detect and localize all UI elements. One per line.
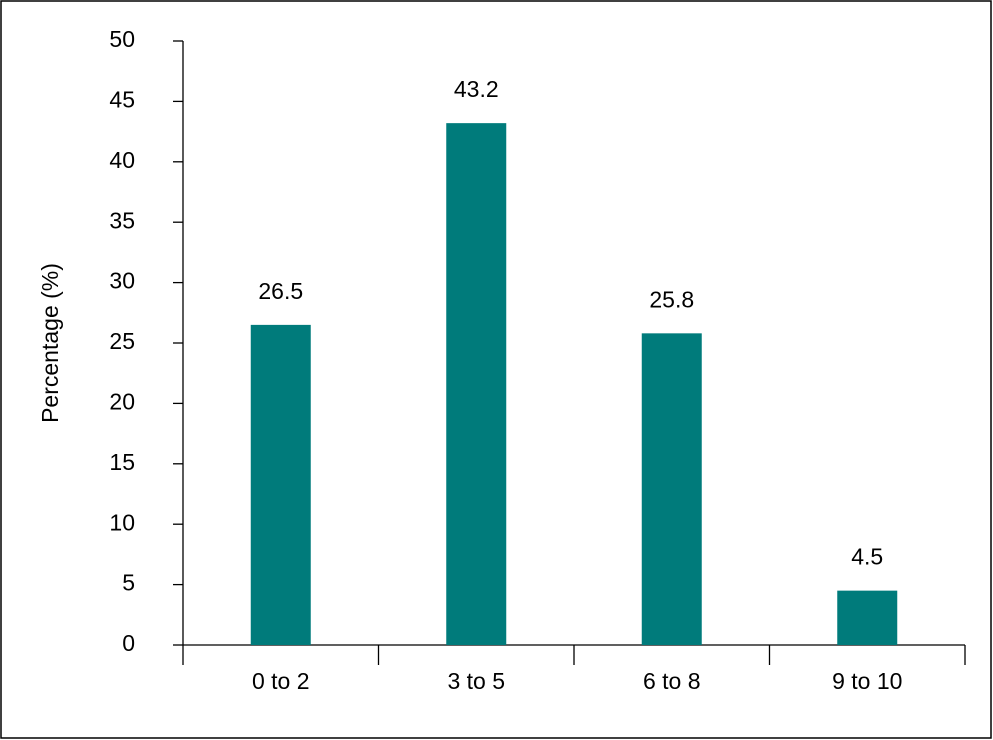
y-tick-label: 45 bbox=[109, 86, 135, 112]
y-tick-label: 0 bbox=[122, 630, 135, 656]
x-tick-label: 3 to 5 bbox=[447, 668, 505, 694]
bar bbox=[250, 324, 311, 645]
bar bbox=[641, 333, 702, 645]
bar bbox=[446, 123, 507, 646]
data-label: 43.2 bbox=[454, 76, 499, 102]
data-label: 26.5 bbox=[258, 278, 303, 304]
y-tick-label: 50 bbox=[109, 26, 135, 52]
y-tick-label: 35 bbox=[109, 207, 135, 233]
x-tick-label: 0 to 2 bbox=[252, 668, 310, 694]
y-tick-label: 5 bbox=[122, 570, 135, 596]
data-label: 4.5 bbox=[851, 544, 883, 570]
y-axis-label: Percentage (%) bbox=[37, 263, 63, 423]
y-tick-label: 30 bbox=[109, 268, 135, 294]
y-tick-label: 15 bbox=[109, 449, 135, 475]
x-tick-label: 9 to 10 bbox=[832, 668, 902, 694]
y-tick-label: 40 bbox=[109, 147, 135, 173]
bar bbox=[837, 590, 898, 645]
x-tick-label: 6 to 8 bbox=[643, 668, 701, 694]
y-tick-label: 20 bbox=[109, 388, 135, 414]
y-tick-label: 25 bbox=[109, 328, 135, 354]
y-tick-label: 10 bbox=[109, 509, 135, 535]
data-label: 25.8 bbox=[649, 286, 694, 312]
